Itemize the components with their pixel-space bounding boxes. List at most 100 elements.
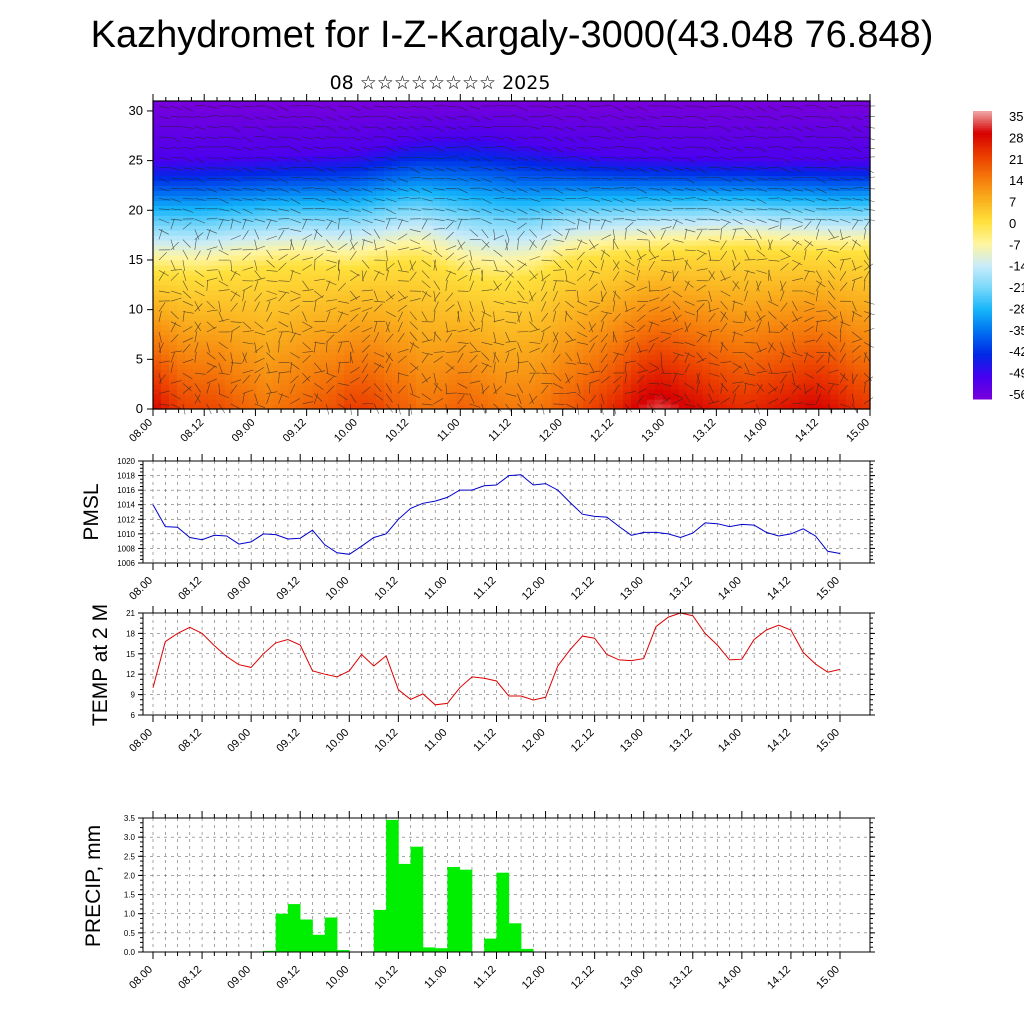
x-tick-label: 12.12 [569, 727, 597, 755]
x-tick-label: 09.00 [225, 727, 253, 755]
x-tick-label: 11.00 [422, 727, 449, 754]
x-tick-label: 14.00 [716, 964, 744, 992]
y-tick-label: 3.0 [124, 833, 136, 842]
x-tick-label: 10.12 [373, 727, 401, 755]
cross-section-y-tick-label: 25 [129, 153, 143, 168]
x-tick-label: 11.12 [471, 964, 498, 991]
pmsl-panel: 1006 1008 1010 1012 1014 1016 1018 1020 08.00 08.… [80, 454, 875, 603]
x-tick-label: 08.00 [127, 964, 155, 992]
precip-bar [337, 950, 350, 952]
cross-section-x-tick-label: 10.00 [332, 417, 360, 445]
cross-section-x-tick-label: 14.00 [742, 417, 770, 445]
x-tick-label: 08.00 [127, 727, 155, 755]
colorbar: 35 28 21 14 7 0 -7 -14 -21 -28 -35 -42 -49 -56 [973, 109, 1024, 402]
y-tick-label: 18 [126, 629, 135, 638]
cross-section-x-tick-label: 08.12 [178, 417, 206, 445]
chart-title: Kazhydromet for I-Z-Kargaly-3000(43.048 … [90, 14, 934, 56]
x-tick-label: 14.12 [765, 727, 793, 755]
cross-section-x-tick-label: 13.00 [639, 417, 667, 445]
cross-section-x-tick-label: 10.12 [383, 417, 411, 445]
x-tick-label: 14.00 [716, 575, 744, 603]
colorbar-label: 28 [1009, 130, 1023, 145]
x-tick-label: 08.12 [176, 575, 204, 603]
precip-mm-panel: 0.0 0.5 1.0 1.5 2.0 2.5 3.0 3.5 08.00 08.12 09.00 0… [82, 811, 875, 992]
cross-section-x-tick-label: 08.00 [127, 417, 155, 445]
cross-section-x-tick-label: 13.12 [691, 417, 719, 445]
y-tick-label: 1014 [117, 501, 135, 510]
y-tick-label: 15 [126, 650, 135, 659]
wind-barbs [158, 104, 876, 415]
temp-at-2-m-series-line [152, 612, 841, 706]
x-tick-label: 12.12 [569, 964, 597, 992]
colorbar-label: -28 [1009, 301, 1024, 316]
colorbar-label: -7 [1009, 237, 1021, 252]
precip-bar [422, 947, 436, 952]
chart-subtitle: 08 ☆☆☆☆☆☆☆☆ 2025 [329, 72, 551, 94]
x-tick-label: 10.00 [323, 727, 351, 755]
x-tick-label: 09.12 [274, 575, 302, 603]
x-tick-label: 13.00 [618, 727, 646, 755]
cross-section-y-tick-label: 30 [129, 103, 143, 118]
x-tick-label: 11.12 [471, 727, 498, 754]
colorbar-label: -21 [1009, 280, 1024, 295]
y-tick-label: 3.5 [124, 814, 136, 823]
x-tick-label: 13.00 [618, 575, 646, 603]
pmsl-frame [142, 460, 871, 564]
y-tick-label: 9 [131, 691, 136, 700]
colorbar-label: 0 [1009, 216, 1016, 231]
x-tick-label: 10.00 [323, 575, 351, 603]
x-tick-label: 12.00 [520, 575, 548, 603]
colorbar-label: 21 [1009, 152, 1023, 167]
x-tick-label: 10.00 [323, 964, 351, 992]
cross-section-y-tick-label: 20 [129, 202, 143, 217]
precip-bar [521, 948, 534, 952]
colorbar-label: 35 [1009, 109, 1023, 124]
precip-bar [410, 846, 424, 952]
x-tick-label: 08.12 [176, 964, 204, 992]
x-tick-label: 11.00 [422, 964, 449, 991]
x-tick-label: 10.12 [373, 575, 401, 603]
x-tick-label: 13.12 [667, 575, 695, 603]
precip-bar [373, 909, 387, 952]
cross-section-x-tick-label: 12.00 [537, 417, 565, 445]
x-tick-label: 12.00 [520, 964, 548, 992]
colorbar-label: -35 [1009, 323, 1024, 338]
cross-section-x-tick-label: 09.12 [281, 417, 309, 445]
pmsl-series-line [152, 474, 841, 555]
y-tick-label: 1012 [117, 515, 135, 524]
colorbar-label: 7 [1009, 195, 1016, 210]
precip-bar [459, 869, 473, 952]
precip-bar [447, 867, 460, 952]
y-axis-title: PRECIP, mm [82, 825, 105, 947]
x-tick-label: 08.00 [127, 575, 155, 603]
x-tick-label: 14.12 [765, 964, 793, 992]
y-tick-label: 1008 [117, 544, 135, 553]
precip-bar [300, 919, 313, 952]
cross-section-x-tick-label: 11.00 [435, 417, 462, 444]
y-tick-label: 0.0 [124, 948, 136, 957]
y-tick-label: 21 [126, 609, 135, 618]
x-tick-label: 13.12 [667, 727, 695, 755]
precip-bar [263, 950, 276, 952]
x-tick-label: 15.00 [814, 575, 842, 603]
y-tick-label: 1010 [117, 530, 135, 539]
y-axis-title: TEMP at 2 M [89, 604, 112, 726]
precip-bar [312, 934, 326, 952]
x-tick-label: 11.12 [471, 575, 498, 602]
y-tick-label: 6 [131, 711, 136, 720]
x-tick-label: 14.12 [765, 575, 793, 603]
x-tick-label: 09.00 [225, 575, 253, 603]
y-tick-label: 2.5 [124, 852, 136, 861]
x-tick-label: 09.12 [274, 727, 302, 755]
y-tick-label: 2.0 [124, 871, 136, 880]
precip-bar [324, 917, 338, 952]
precip-bar [287, 904, 301, 952]
x-tick-label: 10.12 [373, 964, 401, 992]
cross-section-x-tick-label: 15.00 [844, 417, 872, 445]
x-tick-label: 15.00 [814, 727, 842, 755]
x-tick-label: 13.12 [667, 964, 695, 992]
cross-section-x-tick-label: 14.12 [793, 417, 821, 445]
colorbar-label: -49 [1009, 366, 1024, 381]
colorbar-label: -14 [1009, 259, 1024, 274]
